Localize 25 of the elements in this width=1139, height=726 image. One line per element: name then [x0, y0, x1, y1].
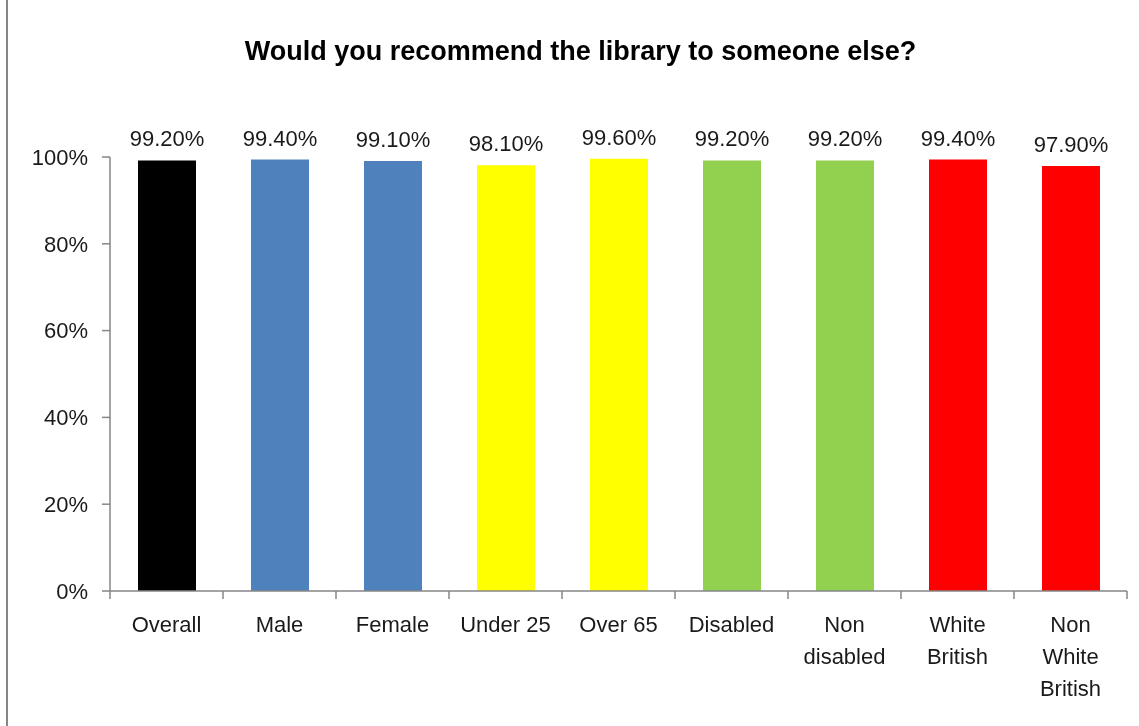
data-label: 99.60%	[581, 124, 657, 150]
data-label: 98.10%	[468, 131, 544, 157]
y-tick-label: 100%	[31, 144, 88, 170]
y-tick-label: 80%	[43, 231, 88, 257]
x-tick-label: Overall	[131, 612, 202, 637]
data-label: 99.20%	[129, 126, 205, 152]
x-tick-label: Under 25	[460, 612, 551, 637]
data-label: 99.20%	[694, 126, 770, 152]
data-label: 99.20%	[807, 126, 883, 152]
x-tick-label: Non White British	[1039, 612, 1102, 701]
x-tick-label: Disabled	[688, 612, 775, 637]
x-tick-label: Female	[355, 612, 430, 637]
x-tick-label: Over 65	[579, 612, 658, 637]
y-tick-label: 40%	[43, 405, 88, 431]
y-tick-label: 0%	[56, 578, 88, 604]
x-tick-label: Non disabled	[803, 612, 886, 669]
y-tick-label: 20%	[43, 492, 88, 518]
data-label: 99.10%	[355, 126, 431, 152]
y-tick-label: 60%	[43, 318, 88, 344]
data-label: 99.40%	[920, 125, 996, 151]
chart-title: Would you recommend the library to someone else?	[243, 36, 918, 67]
data-label: 97.90%	[1033, 132, 1109, 158]
x-tick-label: White British	[926, 612, 989, 669]
data-label: 99.40%	[242, 125, 318, 151]
x-tick-label: Male	[255, 612, 304, 637]
